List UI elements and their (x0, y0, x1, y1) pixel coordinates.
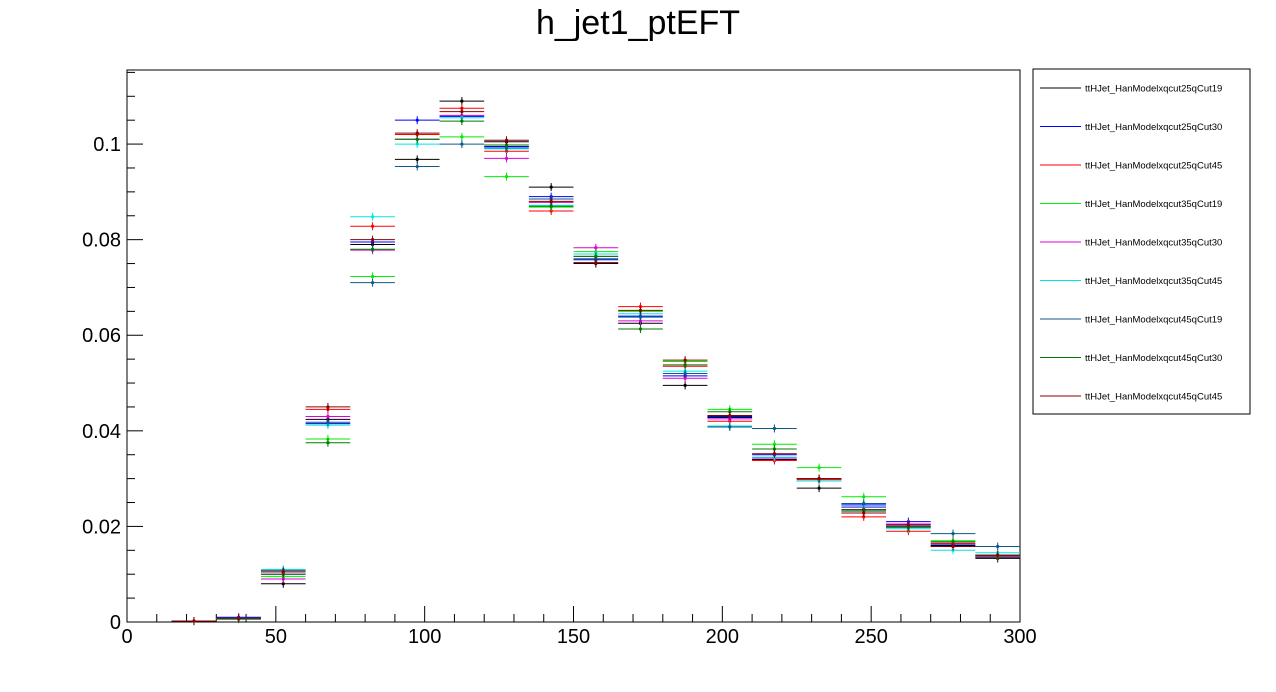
data-point (192, 619, 196, 623)
data-point (370, 281, 375, 285)
legend-label: ttHJet_HanModelxqcut25qCut19 (1085, 84, 1222, 95)
data-point (504, 174, 509, 179)
data-point (549, 204, 553, 208)
data-point (415, 142, 419, 146)
data-point (951, 531, 955, 536)
data-point (996, 553, 1000, 557)
series-group (171, 132, 1020, 626)
data-point (728, 413, 732, 418)
y-tick-label: 0.02 (82, 516, 121, 538)
series-group (171, 107, 1020, 626)
x-tick-label: 50 (265, 626, 287, 648)
data-point (772, 442, 777, 446)
data-point (237, 616, 241, 620)
data-point (996, 544, 1000, 549)
data-point (683, 363, 687, 367)
data-point (460, 135, 464, 139)
data-point (862, 511, 866, 515)
data-point (415, 137, 419, 141)
data-point (415, 157, 419, 161)
y-tick-label: 0.06 (82, 325, 121, 347)
data-point (951, 544, 955, 549)
plot-frame (126, 69, 1021, 623)
data-point (504, 138, 509, 142)
y-tick-label: 0.1 (93, 134, 121, 156)
data-point (772, 447, 777, 451)
data-point (638, 308, 643, 312)
series-group (171, 97, 1020, 626)
data-point (638, 327, 643, 331)
data-point (594, 261, 598, 265)
data-point (415, 118, 419, 122)
data-point (281, 577, 285, 581)
legend-label: ttHJet_HanModelxqcut45qCut45 (1085, 392, 1222, 403)
data-point (549, 199, 553, 204)
series-group (171, 112, 1020, 626)
data-point (638, 315, 643, 319)
data-point (281, 570, 285, 574)
data-point (415, 131, 419, 135)
legend-label: ttHJet_HanModelxqcut25qCut30 (1085, 122, 1222, 133)
data-point (862, 495, 866, 499)
data-point (460, 119, 464, 123)
data-point (326, 441, 330, 445)
y-tick-label: 0 (110, 612, 121, 634)
data-point (370, 238, 375, 242)
data-point (460, 142, 464, 146)
data-point (817, 466, 821, 470)
y-tick-label: 0.04 (82, 421, 121, 443)
series-group (171, 117, 1020, 626)
legend-label: ttHJet_HanModelxqcut35qCut45 (1085, 276, 1222, 287)
data-point (683, 371, 687, 376)
data-point (370, 247, 375, 251)
series-group (171, 104, 1020, 626)
legend-label: ttHJet_HanModelxqcut25qCut45 (1085, 161, 1222, 172)
series-group (171, 113, 1020, 626)
data-point (683, 358, 687, 362)
data-point (906, 523, 910, 527)
data-point (370, 224, 375, 228)
data-point (326, 414, 330, 419)
legend-label: ttHJet_HanModelxqcut35qCut30 (1085, 238, 1222, 249)
x-tick-label: 150 (557, 626, 590, 648)
data-point (683, 383, 687, 388)
legend-label: ttHJet_HanModelxqcut45qCut19 (1085, 315, 1222, 326)
data-point (772, 426, 777, 431)
data-point (504, 143, 509, 147)
legend-label: ttHJet_HanModelxqcut45qCut30 (1085, 353, 1222, 364)
x-tick-label: 0 (121, 626, 132, 648)
series-group (171, 111, 1020, 626)
data-point (594, 246, 598, 250)
data-point (817, 477, 821, 481)
x-tick-label: 250 (854, 626, 887, 648)
data-point (817, 486, 821, 490)
data-point (415, 164, 419, 169)
x-tick-label: 100 (408, 626, 441, 648)
data-point (951, 540, 955, 544)
legend-label: ttHJet_HanModelxqcut35qCut19 (1085, 199, 1222, 210)
data-point (504, 156, 509, 161)
y-tick-label: 0.08 (82, 230, 121, 252)
data-point (281, 582, 285, 586)
data-point (728, 425, 732, 429)
data-point (326, 420, 330, 424)
data-point (549, 185, 553, 189)
series-group (171, 140, 1020, 626)
data-point (460, 99, 464, 103)
chart-title: h_jet1_ptEFT (535, 4, 741, 42)
data-point (326, 405, 330, 409)
x-tick-label: 200 (706, 626, 739, 648)
data-point (460, 109, 464, 114)
data-point (370, 215, 375, 219)
data-point (772, 452, 777, 456)
x-tick-label: 300 (1003, 626, 1036, 648)
data-point (370, 274, 375, 279)
data-point (594, 254, 598, 258)
data-point (683, 376, 687, 380)
data-point (862, 501, 866, 506)
